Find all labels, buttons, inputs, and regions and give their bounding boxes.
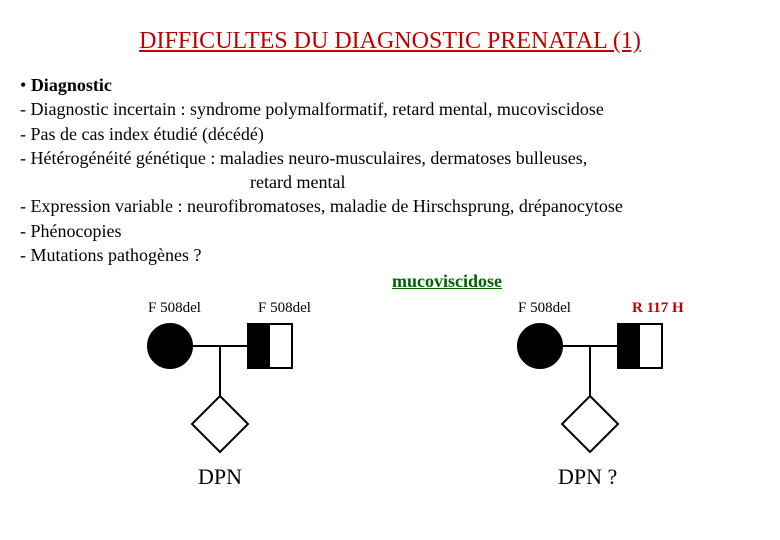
mother-icon [518,324,562,368]
bullet-line: - Phénocopies [20,219,780,243]
offspring-diamond-icon [192,396,248,452]
bullet-line: - Pas de cas index étudié (décédé) [20,122,780,146]
allele-label-mother: F 508del [518,300,571,317]
section-header: • Diagnostic [20,73,780,97]
pedigree-right: F 508del R 117 H DPN ? [480,296,720,466]
bullet-line: - Mutations pathogènes ? [20,243,780,267]
pedigree-left: F 508del F 508del DPN [110,296,350,466]
offspring-diamond-icon [562,396,618,452]
page-title: DIFFICULTES DU DIAGNOSTIC PRENATAL (1) [0,0,780,73]
pedigree-left-svg [110,296,350,466]
bullet-block: • Diagnostic - Diagnostic incertain : sy… [0,73,780,267]
allele-label-mother: F 508del [148,300,201,317]
pedigree-right-svg [480,296,720,466]
dpn-label: DPN [198,464,242,490]
bullet-line-indent: retard mental [20,170,780,194]
allele-label-father-highlight: R 117 H [632,300,684,317]
muco-label: mucoviscidose [392,271,502,292]
section-header-text: Diagnostic [31,75,112,95]
dpn-label: DPN ? [558,464,617,490]
bullet-line: - Diagnostic incertain : syndrome polyma… [20,97,780,121]
father-half-fill-icon [618,324,640,368]
father-half-fill-icon [248,324,270,368]
allele-label-father: F 508del [258,300,311,317]
bullet-line: - Hétérogénéité génétique : maladies neu… [20,146,780,170]
mother-icon [148,324,192,368]
bullet-line: - Expression variable : neurofibromatose… [20,194,780,218]
